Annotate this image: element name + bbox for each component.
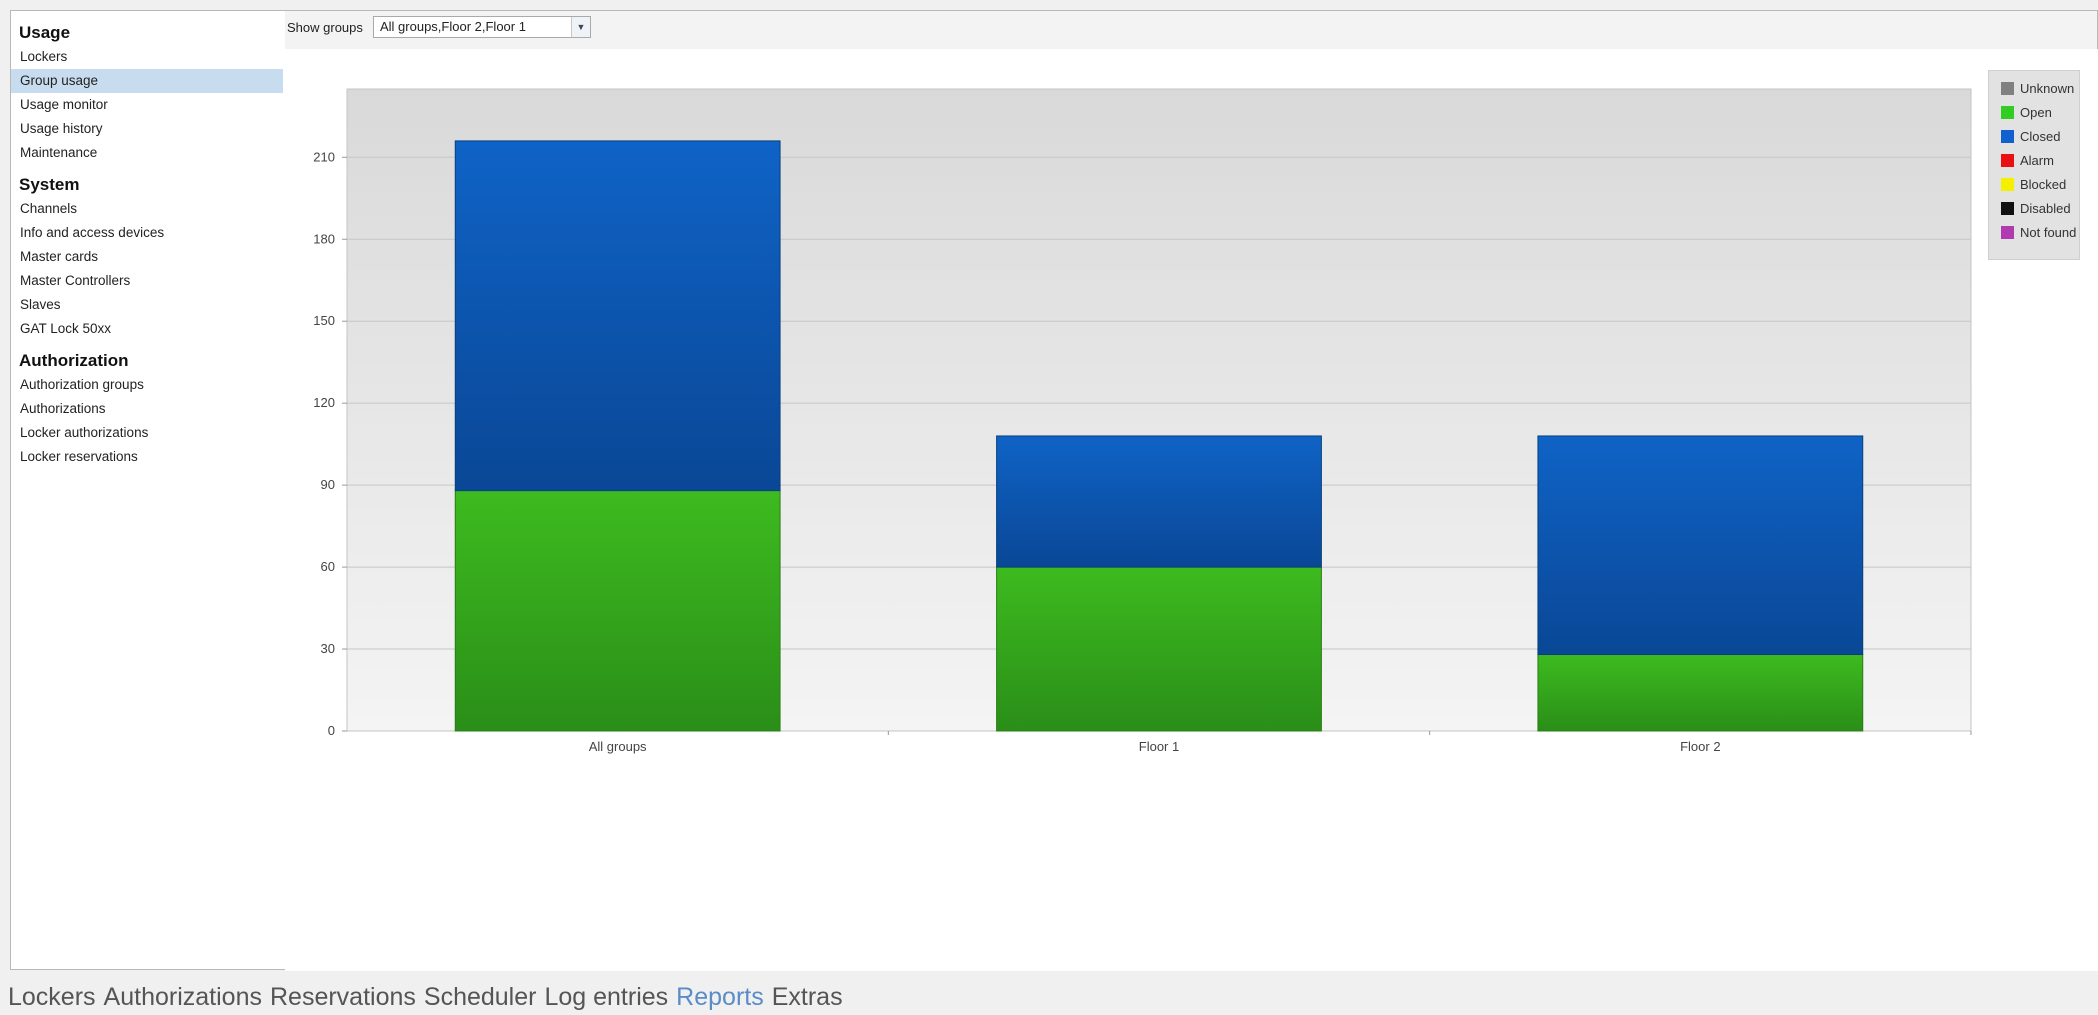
y-tick-label: 150 [313, 313, 335, 328]
toolbar: Show groups All groups,Floor 2,Floor 1 ▼ [285, 11, 2097, 50]
bar-closed-floor-2 [1537, 435, 1864, 656]
legend-label: Disabled [2020, 200, 2071, 216]
sidebar-item-slaves[interactable]: Slaves [20, 297, 61, 312]
y-tick-label: 30 [321, 641, 335, 656]
sidebar-item-authorizations[interactable]: Authorizations [20, 401, 106, 416]
tab-reservations[interactable]: Reservations [269, 983, 416, 1011]
tab-reports[interactable]: Reports [676, 983, 764, 1011]
bottom-tab-bar: Lockers Authorizations Reservations Schedul… [0, 980, 2098, 1015]
legend-label: Alarm [2020, 152, 2054, 168]
legend-item: Open [1989, 100, 2079, 124]
usage-chart: 0 30 60 90 120 150 180 210 All groups Floor 1 Flo… [313, 88, 1972, 754]
legend-swatch [2001, 153, 2014, 167]
legend-item: Not found [1989, 220, 2079, 244]
sidebar-item-usage-monitor[interactable]: Usage monitor [20, 97, 108, 112]
legend-item: Alarm [1989, 148, 2079, 172]
legend-swatch [2001, 225, 2014, 239]
y-tick-label: 0 [328, 723, 335, 738]
chart-legend: Unknown Open Closed Alarm Blocked Disabled Not… [1988, 70, 2080, 260]
sidebar-item-master-cards[interactable]: Master cards [20, 249, 99, 264]
bar-open-all-groups [454, 490, 781, 732]
legend-item: Unknown [1989, 76, 2079, 100]
sidebar-item-gat-lock-50xx[interactable]: GAT Lock 50xx [20, 321, 112, 336]
x-category-label: Floor 1 [1139, 739, 1179, 754]
bar-open-floor-2 [1537, 654, 1864, 732]
sidebar-item-authorization-groups[interactable]: Authorization groups [20, 377, 144, 392]
sidebar-item-locker-authorizations[interactable]: Locker authorizations [20, 425, 149, 440]
sidebar-item-master-controllers[interactable]: Master Controllers [20, 273, 131, 288]
chevron-down-icon[interactable]: ▼ [571, 17, 590, 37]
groups-select[interactable]: All groups,Floor 2,Floor 1 ▼ [373, 16, 591, 38]
sidebar-section-title: Usage [19, 23, 71, 42]
legend-item: Closed [1989, 124, 2079, 148]
sidebar-item-channels[interactable]: Channels [20, 201, 78, 216]
legend-label: Open [2020, 104, 2052, 120]
legend-item: Disabled [1989, 196, 2079, 220]
legend-item: Blocked [1989, 172, 2079, 196]
legend-label: Blocked [2020, 176, 2067, 192]
sidebar-item-info-and-access-devices[interactable]: Info and access devices [20, 225, 165, 240]
y-tick-label: 60 [321, 559, 335, 574]
sidebar-item-locker-reservations[interactable]: Locker reservations [20, 449, 138, 464]
legend-swatch [2001, 177, 2014, 191]
sidebar-section-title: System [19, 175, 80, 194]
x-category-label: Floor 2 [1680, 739, 1720, 754]
legend-swatch [2001, 129, 2014, 143]
sidebar-section-title: Authorization [19, 351, 129, 370]
show-groups-label: Show groups [287, 20, 363, 35]
tab-log-entries[interactable]: Log entries [544, 983, 669, 1011]
y-tick-label: 120 [313, 395, 335, 410]
sidebar-item-group-usage[interactable]: Group usage [11, 69, 283, 93]
y-tick-label: 210 [313, 149, 335, 164]
y-tick-label: 90 [321, 477, 335, 492]
tab-extras[interactable]: Extras [771, 983, 843, 1011]
sidebar-item-usage-history[interactable]: Usage history [20, 121, 103, 136]
y-tick-label: 180 [313, 231, 335, 246]
sidebar: Usage Lockers Group usage Usage monitor Usag… [10, 10, 286, 970]
tab-authorizations[interactable]: Authorizations [103, 983, 262, 1011]
sidebar-item-lockers[interactable]: Lockers [20, 49, 68, 64]
legend-swatch [2001, 81, 2014, 95]
main-panel: Show groups All groups,Floor 2,Floor 1 ▼ [285, 10, 2098, 971]
legend-label: Unknown [2020, 80, 2075, 96]
tab-scheduler[interactable]: Scheduler [423, 983, 537, 1011]
legend-swatch [2001, 201, 2014, 215]
bar-closed-all-groups [454, 140, 781, 492]
bar-open-floor-1 [996, 566, 1322, 732]
sidebar-item-maintenance[interactable]: Maintenance [20, 145, 98, 160]
bar-closed-floor-1 [996, 435, 1322, 568]
legend-swatch [2001, 105, 2014, 119]
chart-area: 0 30 60 90 120 150 180 210 All groups Floor 1 Flo… [285, 49, 2098, 971]
tab-lockers[interactable]: Lockers [8, 983, 96, 1011]
legend-label: Closed [2020, 128, 2061, 144]
groups-select-value: All groups,Floor 2,Floor 1 [380, 19, 526, 34]
legend-label: Not found [2020, 224, 2077, 240]
x-category-label: All groups [589, 739, 647, 754]
